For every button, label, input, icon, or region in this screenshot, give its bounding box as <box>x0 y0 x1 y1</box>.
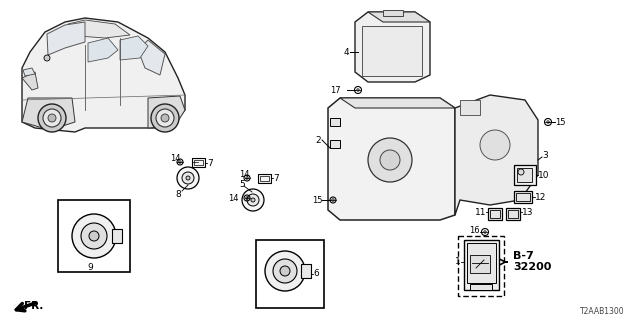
Circle shape <box>368 138 412 182</box>
Circle shape <box>161 114 169 122</box>
Bar <box>258 174 271 183</box>
Circle shape <box>186 176 190 180</box>
Bar <box>260 176 269 181</box>
Text: 2: 2 <box>315 135 321 145</box>
Text: 4: 4 <box>344 47 349 57</box>
Bar <box>112 229 122 243</box>
Bar <box>330 118 340 126</box>
Text: 10: 10 <box>538 171 550 180</box>
Circle shape <box>273 259 297 283</box>
Circle shape <box>182 172 194 184</box>
Text: 15: 15 <box>312 196 323 204</box>
Text: 14: 14 <box>228 194 239 203</box>
Bar <box>383 10 403 16</box>
Circle shape <box>380 150 400 170</box>
Bar <box>460 100 480 115</box>
Circle shape <box>251 198 255 202</box>
Polygon shape <box>22 98 75 130</box>
Circle shape <box>89 231 99 241</box>
Bar <box>467 243 496 283</box>
Polygon shape <box>138 40 165 75</box>
Bar <box>508 210 518 218</box>
Polygon shape <box>120 36 148 60</box>
Polygon shape <box>47 22 85 55</box>
Polygon shape <box>340 98 455 108</box>
Circle shape <box>43 109 61 127</box>
Text: 3: 3 <box>542 150 548 159</box>
Bar <box>517 168 532 182</box>
Circle shape <box>265 251 305 291</box>
Polygon shape <box>23 68 35 76</box>
Circle shape <box>156 109 174 127</box>
Bar <box>490 210 500 218</box>
Text: 15: 15 <box>555 117 566 126</box>
Text: T2AAB1300: T2AAB1300 <box>580 308 625 316</box>
Circle shape <box>48 114 56 122</box>
Bar <box>488 208 502 220</box>
Text: 9: 9 <box>87 262 93 271</box>
Text: 14: 14 <box>170 154 180 163</box>
Text: 32200: 32200 <box>513 262 552 272</box>
Text: 16: 16 <box>469 226 480 235</box>
Circle shape <box>72 214 116 258</box>
Text: 8: 8 <box>175 189 180 198</box>
Polygon shape <box>455 95 538 215</box>
Text: 12: 12 <box>535 193 547 202</box>
Bar <box>514 191 532 203</box>
Text: FR.: FR. <box>24 301 44 311</box>
Polygon shape <box>68 20 130 38</box>
Bar <box>301 264 311 278</box>
Circle shape <box>480 130 510 160</box>
Text: 7: 7 <box>207 158 212 167</box>
Polygon shape <box>328 98 455 220</box>
Bar <box>192 158 205 167</box>
Polygon shape <box>355 12 430 82</box>
Text: 17: 17 <box>330 85 340 94</box>
Bar <box>464 240 499 290</box>
Polygon shape <box>368 12 430 22</box>
Bar <box>514 165 536 185</box>
Circle shape <box>242 189 264 211</box>
Bar <box>470 255 490 273</box>
Circle shape <box>247 194 259 206</box>
Circle shape <box>151 104 179 132</box>
Text: 13: 13 <box>522 207 534 217</box>
Bar <box>330 140 340 148</box>
Bar <box>470 284 492 290</box>
Circle shape <box>518 169 524 175</box>
Text: 7: 7 <box>273 173 279 182</box>
Text: B-7: B-7 <box>513 251 534 261</box>
Bar <box>516 193 530 201</box>
Text: 5: 5 <box>239 180 244 188</box>
Bar <box>194 160 203 165</box>
Circle shape <box>44 55 50 61</box>
Text: 1: 1 <box>455 258 461 267</box>
Text: 11: 11 <box>474 207 486 217</box>
Polygon shape <box>22 18 185 132</box>
Polygon shape <box>88 38 118 62</box>
Bar <box>58 200 130 272</box>
Polygon shape <box>22 72 38 90</box>
Circle shape <box>280 266 290 276</box>
Polygon shape <box>148 96 185 128</box>
Bar <box>256 240 324 308</box>
Bar <box>506 208 520 220</box>
Circle shape <box>38 104 66 132</box>
Bar <box>458 236 504 296</box>
Text: 14: 14 <box>239 170 250 179</box>
Bar <box>362 26 422 76</box>
Circle shape <box>177 167 199 189</box>
Text: 6: 6 <box>313 269 319 278</box>
Circle shape <box>81 223 107 249</box>
